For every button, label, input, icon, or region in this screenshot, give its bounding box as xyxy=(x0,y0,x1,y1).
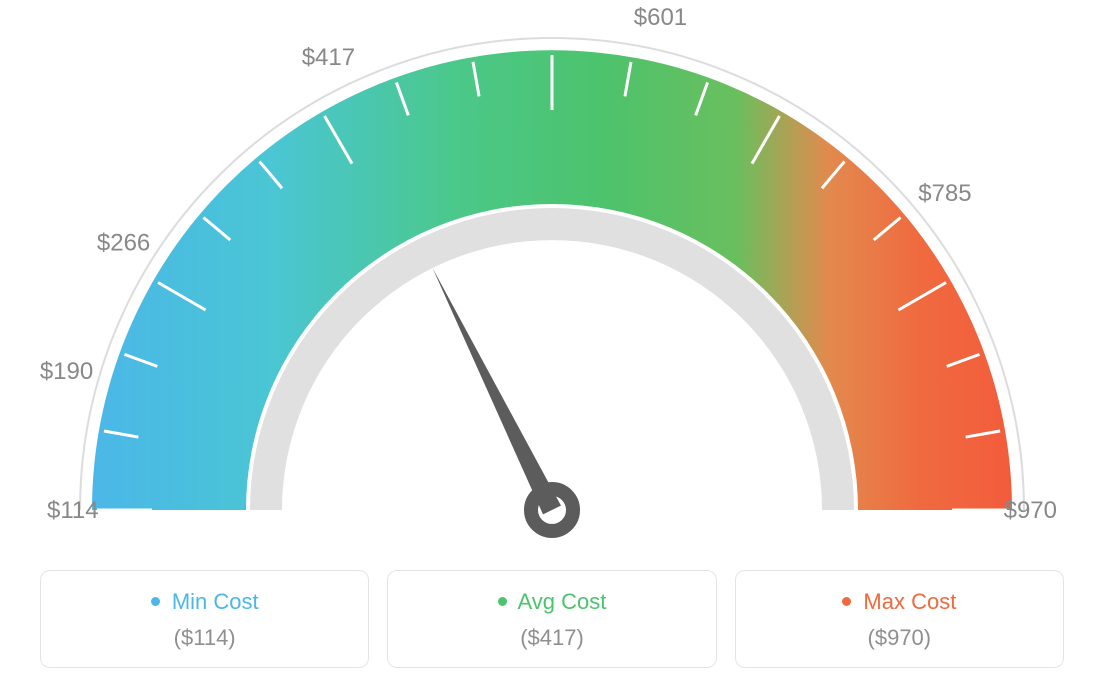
svg-text:$785: $785 xyxy=(918,180,971,207)
legend-label-max: Max Cost xyxy=(863,589,956,614)
svg-text:$417: $417 xyxy=(302,44,355,71)
svg-text:$970: $970 xyxy=(1004,497,1057,524)
svg-text:$114: $114 xyxy=(47,497,99,524)
svg-text:$266: $266 xyxy=(97,230,150,257)
legend-title-avg: Avg Cost xyxy=(398,589,705,615)
legend-value-min: ($114) xyxy=(51,625,358,651)
legend-card-max: Max Cost ($970) xyxy=(735,570,1064,668)
gauge-svg: $114 $190 $266 $417 $601 $785 $970 xyxy=(0,0,1104,560)
legend-label-avg: Avg Cost xyxy=(518,589,607,614)
dot-icon xyxy=(151,597,160,606)
legend-value-avg: ($417) xyxy=(398,625,705,651)
legend-title-min: Min Cost xyxy=(51,589,358,615)
dot-icon xyxy=(842,597,851,606)
legend-label-min: Min Cost xyxy=(172,589,259,614)
legend-title-max: Max Cost xyxy=(746,589,1053,615)
legend-row: Min Cost ($114) Avg Cost ($417) Max Cost… xyxy=(0,570,1104,688)
legend-card-min: Min Cost ($114) xyxy=(40,570,369,668)
gauge-chart: $114 $190 $266 $417 $601 $785 $970 xyxy=(0,0,1104,560)
svg-text:$190: $190 xyxy=(40,358,93,385)
svg-text:$601: $601 xyxy=(634,4,687,31)
dot-icon xyxy=(498,597,507,606)
legend-value-max: ($970) xyxy=(746,625,1053,651)
legend-card-avg: Avg Cost ($417) xyxy=(387,570,716,668)
